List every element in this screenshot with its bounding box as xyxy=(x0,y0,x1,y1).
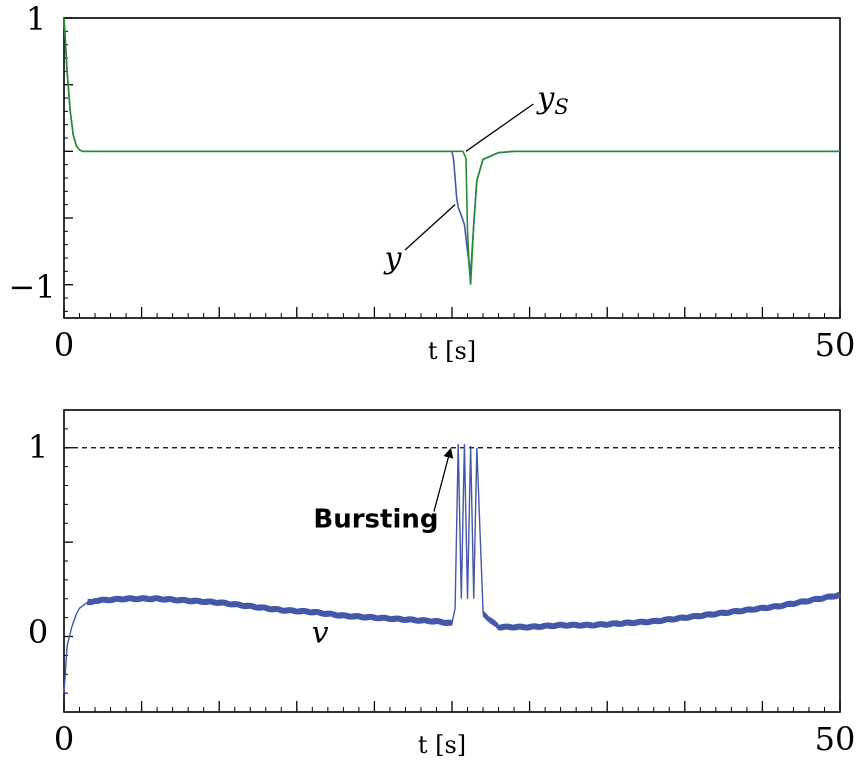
bottom-y-tick-label-1: 1 xyxy=(28,428,48,466)
top-ticks xyxy=(63,17,841,318)
annotation-label-y-s: yS xyxy=(535,81,568,119)
bottom-plot-frame xyxy=(63,409,841,713)
series-line-y xyxy=(63,17,840,275)
annotation-label-y-s-subscript: S xyxy=(554,95,568,119)
bottom-ticks xyxy=(63,409,841,713)
bottom-y-tick-label-0: 0 xyxy=(28,613,48,651)
bottom-x-tick-label-0: 0 xyxy=(54,720,74,758)
annotation-label-v: v xyxy=(312,616,329,651)
top-y-tick-label-minus-1: −1 xyxy=(8,268,55,306)
bottom-x-tick-label-50: 50 xyxy=(815,720,856,758)
top-x-tick-label-50: 50 xyxy=(815,326,856,364)
bottom-x-axis-label: t [s] xyxy=(418,731,466,759)
annotation-arrow-bursting xyxy=(433,447,454,512)
top-panel: 1 −1 0 50 t [s] y yS xyxy=(8,0,855,365)
bottom-panel: 1 0 0 50 t [s] v Bursting xyxy=(28,409,856,759)
top-x-tick-label-0: 0 xyxy=(54,326,74,364)
annotation-label-y: y xyxy=(383,241,403,276)
annotation-arrow-y xyxy=(404,204,456,251)
top-x-axis-label: t [s] xyxy=(428,337,476,365)
top-y-tick-label-1: 1 xyxy=(26,0,46,38)
annotation-label-bursting: Bursting xyxy=(313,505,438,535)
series-line-y-s xyxy=(63,17,840,285)
annotation-arrow-y-s xyxy=(465,103,534,152)
series-line-v xyxy=(63,443,841,694)
top-plot-frame xyxy=(63,17,841,319)
annotation-label-y-s-base: y xyxy=(535,81,555,116)
